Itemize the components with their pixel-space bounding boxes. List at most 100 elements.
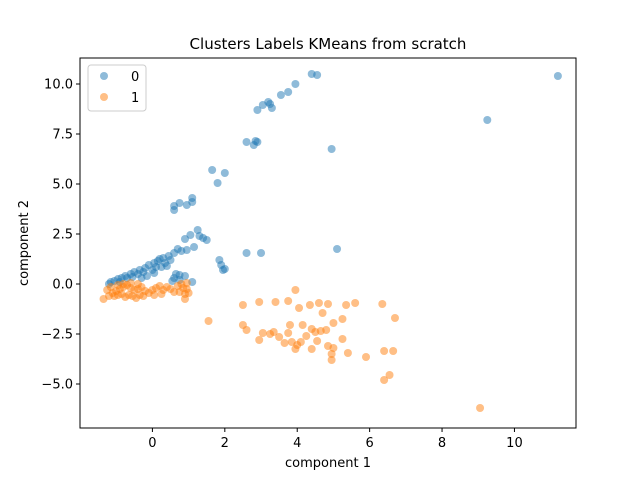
point-series-1 [305,301,314,309]
point-series-1 [298,321,307,329]
point-series-0 [166,256,175,264]
x-tick-label: 0 [148,436,156,451]
point-series-1 [343,349,352,357]
point-series-1 [106,283,115,291]
point-series-1 [150,291,159,299]
point-series-1 [378,300,387,308]
point-series-1 [126,279,135,287]
point-series-1 [180,295,189,303]
point-series-1 [307,345,316,353]
x-tick-label: 2 [221,436,229,451]
point-series-1 [284,297,293,305]
point-series-1 [342,301,351,309]
plot-frame [79,57,577,429]
point-series-1 [389,347,398,355]
legend-label-1: 1 [131,91,139,106]
legend-marker-0 [100,72,108,80]
point-series-0 [180,235,189,243]
points-layer [99,70,562,412]
point-series-1 [329,344,338,352]
x-tick-label: 4 [293,436,301,451]
point-series-1 [338,335,347,343]
point-series-1 [380,376,389,384]
point-series-1 [362,353,371,361]
point-series-1 [275,333,284,341]
legend-label-0: 0 [131,70,139,85]
point-series-1 [182,279,191,287]
point-series-0 [193,226,202,234]
point-series-0 [213,179,222,187]
point-series-0 [291,80,300,88]
point-series-0 [327,145,336,153]
point-series-1 [285,321,294,329]
point-series-1 [280,339,289,347]
x-axis-label: component 1 [285,456,371,471]
y-tick-label: −5.0 [41,378,73,393]
point-series-0 [190,243,199,251]
y-tick-label: 10.0 [44,78,73,93]
point-series-0 [128,273,137,281]
point-series-0 [220,169,229,177]
point-series-1 [314,299,323,307]
point-series-0 [253,138,262,146]
point-series-1 [255,336,264,344]
point-series-0 [168,277,177,285]
point-series-1 [329,319,338,327]
y-axis-label: component 2 [17,200,32,286]
point-series-1 [476,404,485,412]
point-series-0 [162,262,171,270]
x-tick-label: 8 [438,436,446,451]
point-series-1 [242,326,251,334]
point-series-0 [150,269,159,277]
point-series-1 [258,329,267,337]
legend: 01 [87,64,147,112]
point-series-0 [284,88,293,96]
y-tick-label: 2.5 [52,228,73,243]
y-tick-label: 0.0 [52,278,73,293]
point-series-1 [295,304,304,312]
point-series-1 [318,309,327,317]
point-series-0 [276,91,285,99]
point-series-1 [157,290,166,298]
point-series-1 [385,371,394,379]
point-series-0 [553,72,562,80]
point-series-1 [311,328,320,336]
point-series-0 [483,116,492,124]
point-series-1 [338,315,347,323]
point-series-1 [271,298,280,306]
point-series-0 [267,104,276,112]
point-series-1 [255,298,264,306]
point-series-1 [380,347,389,355]
point-series-1 [119,280,128,288]
point-series-0 [137,274,146,282]
point-series-1 [287,338,296,346]
point-series-0 [313,71,322,79]
point-series-1 [327,356,336,364]
point-series-1 [324,300,332,308]
point-series-0 [253,106,262,114]
point-series-0 [333,245,342,253]
point-series-1 [390,314,399,322]
point-series-1 [351,299,360,307]
chart-title: Clusters Labels KMeans from scratch [190,35,467,53]
x-axis: 0 2 4 6 8 10 [148,428,523,451]
point-series-1 [238,301,247,309]
y-tick-label: 7.5 [52,128,73,143]
x-tick-label: 10 [506,436,523,451]
y-tick-label: 5.0 [52,178,73,193]
point-series-0 [199,234,208,242]
point-series-1 [184,289,193,297]
point-series-1 [133,280,142,288]
point-series-1 [302,332,311,340]
point-series-0 [242,249,251,257]
point-series-0 [219,266,228,274]
point-series-1 [327,350,336,358]
legend-marker-1 [100,93,108,101]
point-series-0 [170,206,179,214]
point-series-0 [208,166,217,174]
x-tick-label: 6 [365,436,373,451]
point-series-1 [269,328,278,336]
point-series-1 [291,286,300,294]
point-series-0 [257,249,266,257]
